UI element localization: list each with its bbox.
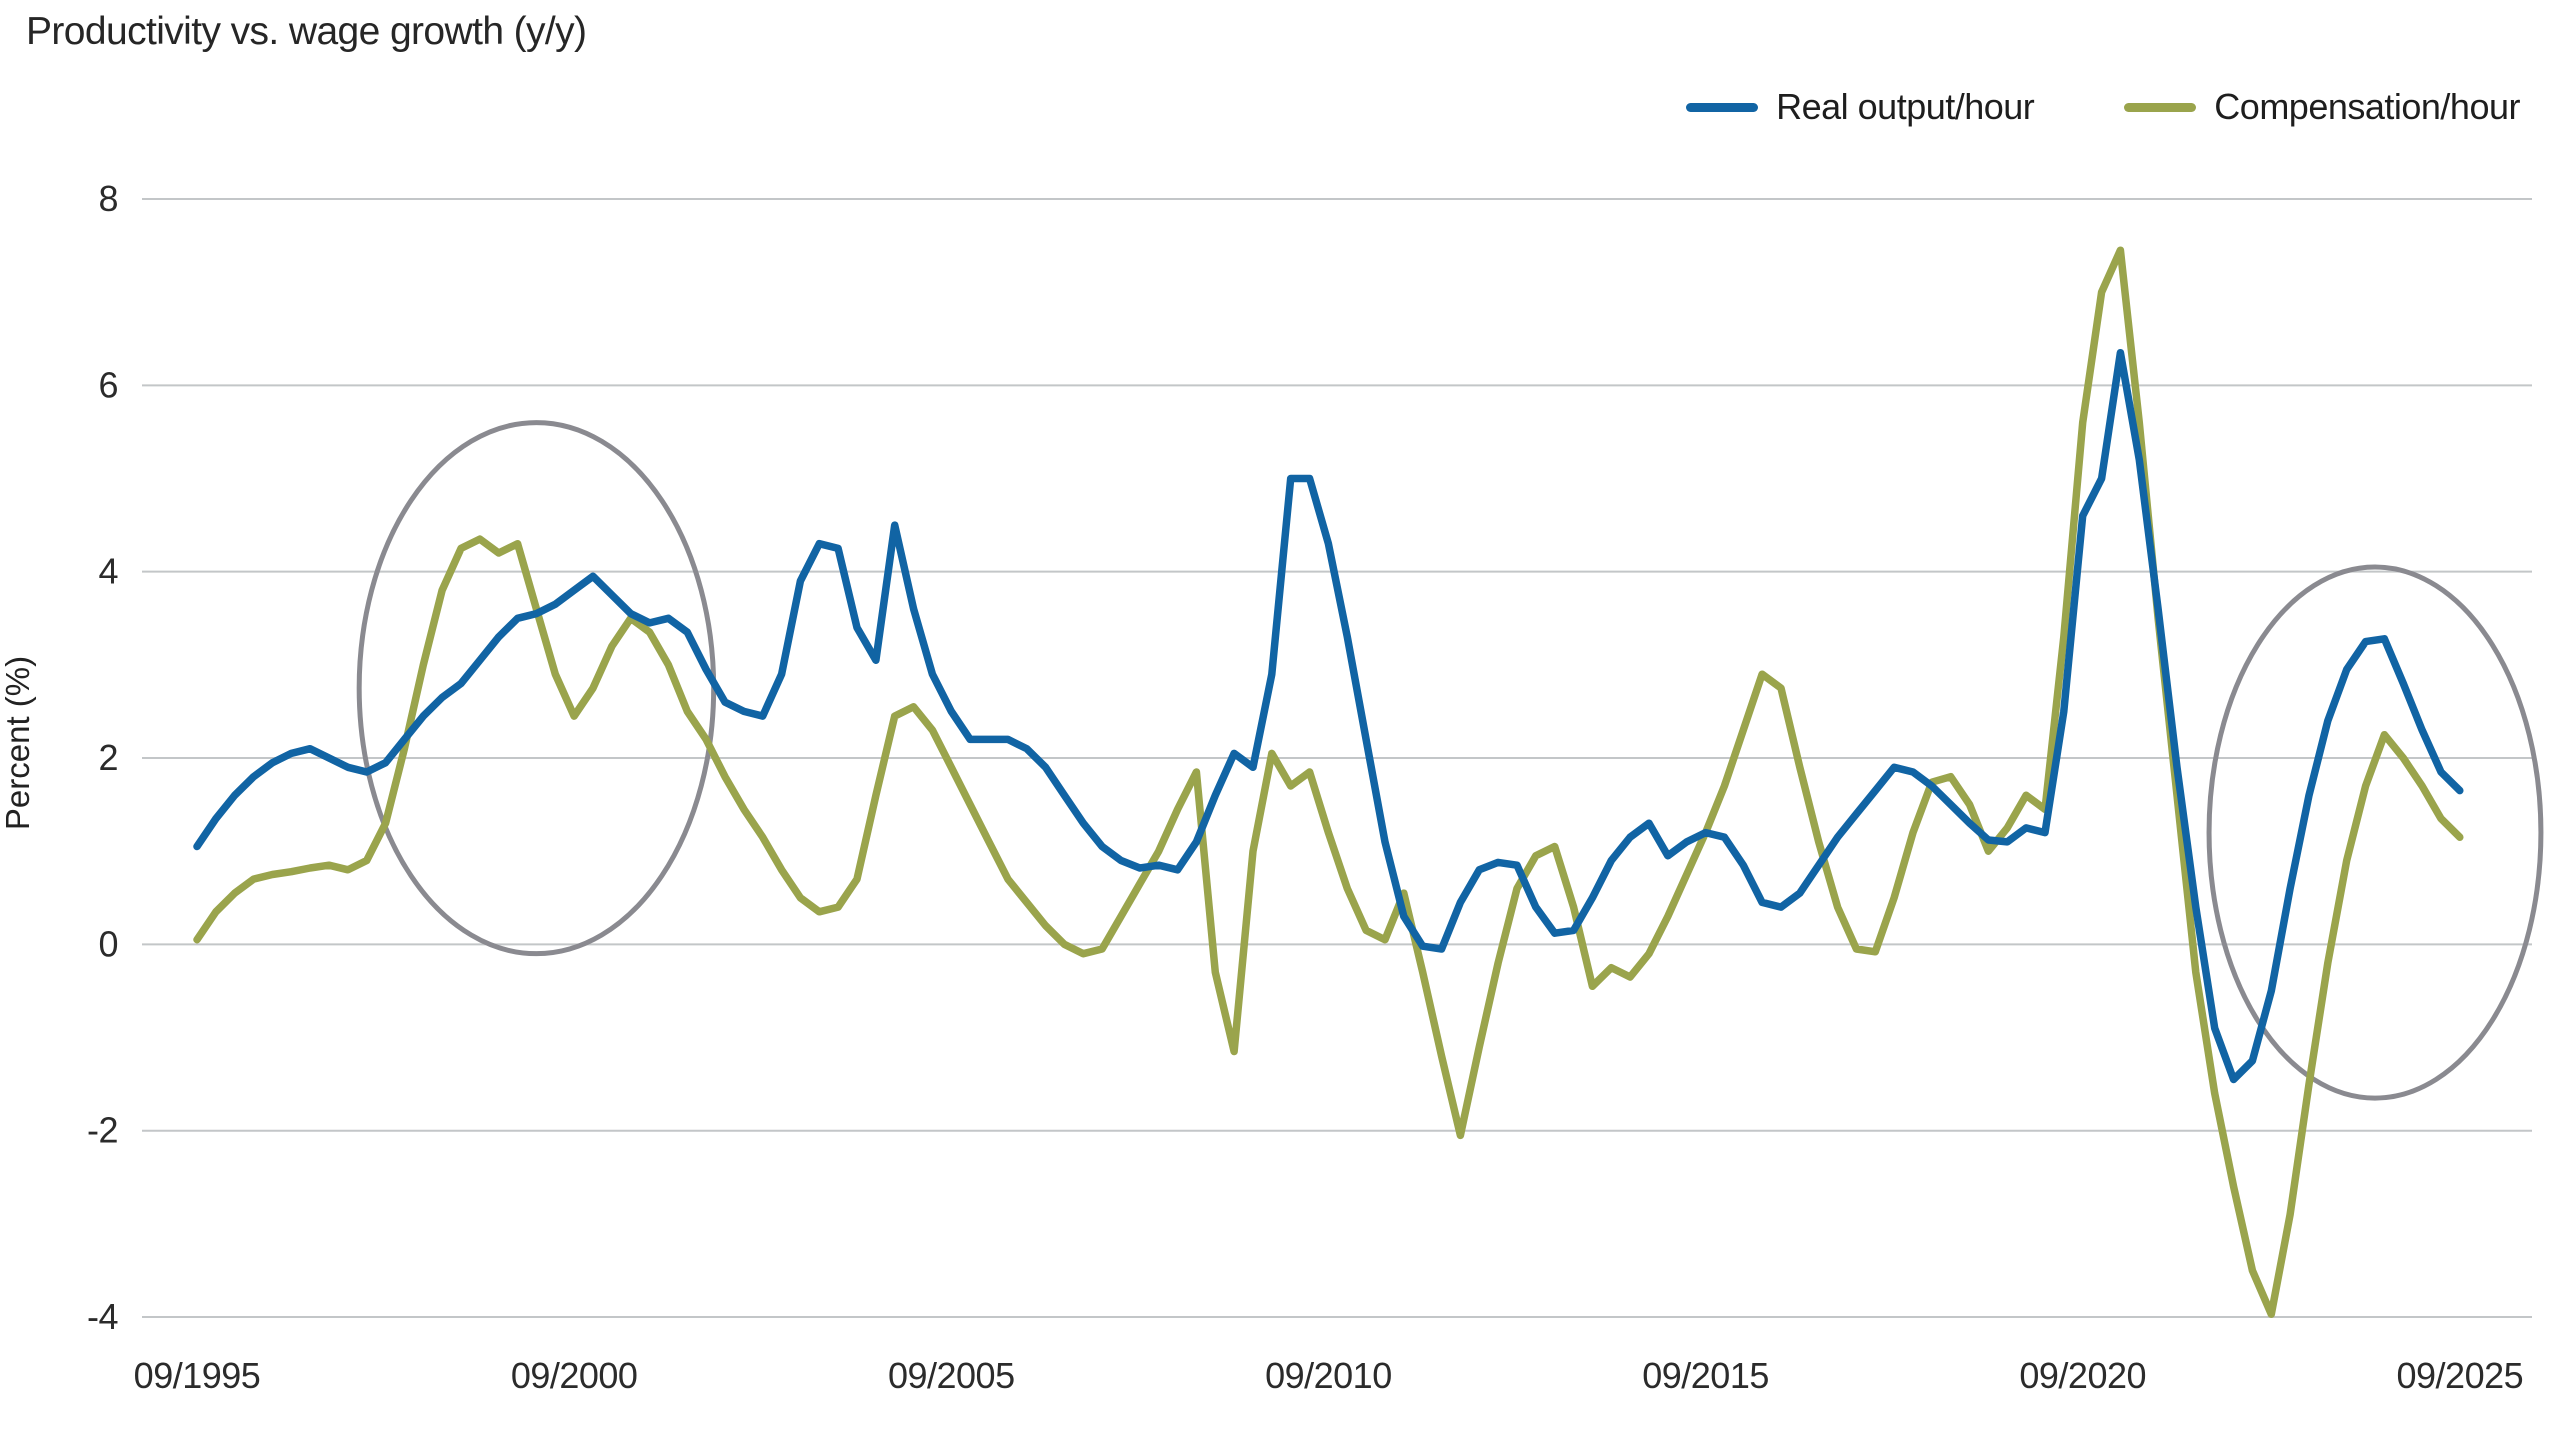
y-tick-label--4: -4 <box>87 1296 118 1337</box>
x-tick-label-09-2010: 09/2010 <box>1265 1355 1392 1396</box>
x-tick-label-09-2015: 09/2015 <box>1642 1355 1769 1396</box>
annotation-ellipse-1998-2001 <box>356 420 717 957</box>
series-line-real-output-hour <box>193 348 2464 1084</box>
legend-swatch-real-output-hour <box>1686 102 1759 112</box>
y-tick-label-4: 4 <box>98 551 118 592</box>
x-tick-label-09-1995: 09/1995 <box>134 1355 261 1396</box>
legend-label: Real output/hour <box>1776 86 2035 127</box>
y-tick-label-0: 0 <box>98 923 118 964</box>
x-tick-label-09-2025: 09/2025 <box>2397 1355 2524 1396</box>
legend-swatch-compensation-hour <box>2124 102 2197 112</box>
legend-item-compensation-hour: Compensation/hour <box>2124 86 2520 128</box>
legend: Real output/hour Compensation/hour <box>1686 86 2520 128</box>
y-tick-label--2: -2 <box>87 1110 118 1151</box>
x-tick-label-09-2000: 09/2000 <box>511 1355 638 1396</box>
x-tick-label-09-2020: 09/2020 <box>2019 1355 2146 1396</box>
legend-label: Compensation/hour <box>2214 86 2520 127</box>
y-tick-label-8: 8 <box>98 178 118 219</box>
legend-item-real-output-hour: Real output/hour <box>1686 86 2035 128</box>
y-tick-label-6: 6 <box>98 364 118 405</box>
series-line-compensation-hour <box>193 246 2464 1318</box>
annotation-ellipse-2023-2025 <box>2206 564 2544 1101</box>
y-tick-label-2: 2 <box>98 737 118 778</box>
chart-title: Productivity vs. wage growth (y/y) <box>26 10 587 53</box>
x-tick-label-09-2005: 09/2005 <box>888 1355 1015 1396</box>
